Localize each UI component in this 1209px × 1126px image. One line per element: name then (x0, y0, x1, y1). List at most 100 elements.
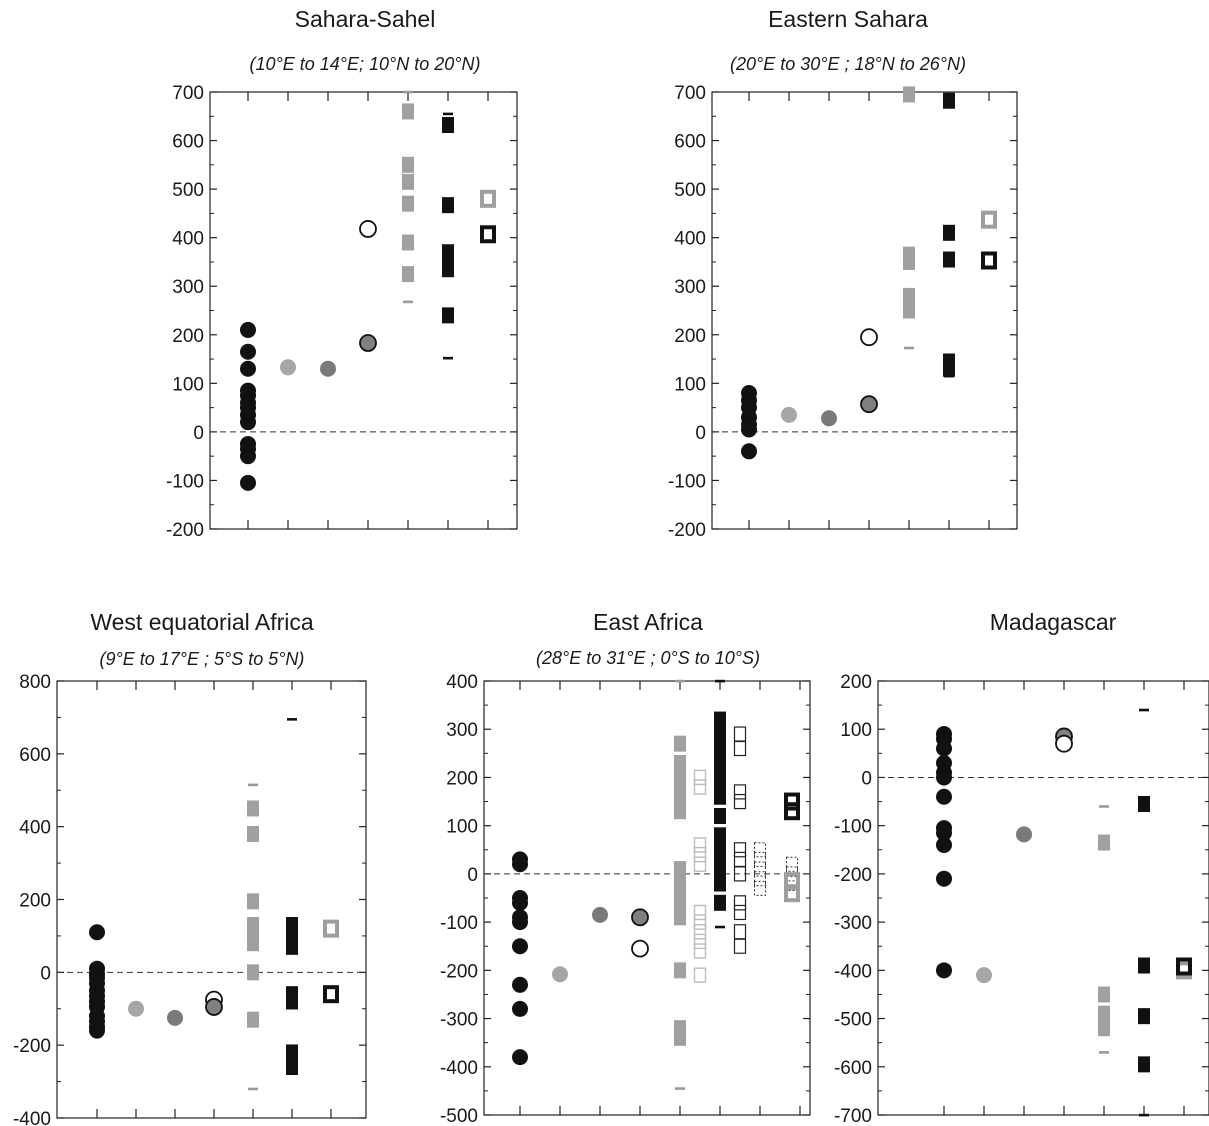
data-point-gray-dash (1099, 805, 1109, 808)
y-tick-label: 200 (840, 672, 872, 693)
data-point-black-square (286, 938, 298, 955)
plot-frame (209, 91, 518, 530)
y-tick-label: 400 (446, 672, 478, 693)
data-point-gray-dash (1099, 1051, 1109, 1054)
y-tick-label: -500 (440, 1106, 478, 1126)
data-point-lightgray-dot (976, 967, 992, 984)
data-point-black-square (943, 251, 955, 268)
panel-subtitle: (9°E to 17°E ; 5°S to 5°N) (100, 649, 305, 669)
data-point-open-dot (631, 939, 649, 958)
data-point-black-dot (89, 1022, 105, 1039)
panel-title: East Africa (593, 609, 703, 635)
data-point-black-square (1138, 957, 1150, 974)
data-point-gray-square (674, 885, 686, 902)
data-point-open-dot (359, 220, 377, 238)
data-point-black-square (442, 307, 454, 324)
panel-5: Madagascar -700 -600 -500 -400 -300 -200 -100 0 1… (834, 609, 1209, 1126)
y-tick-label: 400 (674, 229, 706, 250)
data-point-gray-square (903, 86, 915, 103)
data-point-gray-square (247, 800, 259, 817)
data-point-gray-square (247, 964, 259, 981)
data-point-black-square (943, 360, 955, 377)
data-point-black-square (442, 261, 454, 278)
y-tick-label: 100 (172, 374, 204, 395)
y-tick-label: -300 (834, 913, 872, 934)
y-tick-label: 0 (861, 768, 872, 789)
data-point-lightgray-open-square (693, 933, 707, 950)
data-point-black-dot (89, 924, 105, 941)
y-tick-label: -100 (668, 471, 706, 492)
data-point-gray-square (402, 266, 414, 283)
data-point-black-dot (936, 824, 952, 841)
data-point-black-square (943, 92, 955, 109)
y-tick-label: 800 (19, 672, 51, 693)
data-point-black-square (1138, 1056, 1150, 1073)
data-point-gray-square (1098, 986, 1110, 1003)
data-point-black-dash (287, 718, 297, 721)
data-point-gray-dash (904, 346, 914, 350)
panel-2: Eastern Sahara (20°E to 30°E ; 18°N to 26… (668, 6, 1018, 541)
data-point-gray-square (674, 897, 686, 914)
data-point-black-open-square (981, 251, 997, 270)
panel-4: East Africa (28°E to 31°E ; 0°S to 10°S) -… (440, 609, 811, 1126)
data-point-gray-square (402, 156, 414, 173)
data-point-black-dash (1139, 1113, 1149, 1117)
data-point-black-dash (715, 925, 725, 929)
data-point-black-dash (443, 356, 453, 360)
data-point-black-square (1138, 795, 1150, 812)
data-point-gray-square (903, 302, 915, 319)
data-point-black-open-square (323, 985, 339, 1004)
y-tick-label: -300 (440, 1010, 478, 1031)
data-point-gray-outlined-dot (359, 334, 377, 352)
data-point-black-square (286, 993, 298, 1010)
y-tick-label: -200 (13, 1036, 51, 1057)
data-point-black-dot (512, 856, 528, 873)
data-point-black-thin-open-square (733, 726, 747, 742)
data-point-gray-dash (403, 90, 413, 94)
y-tick-label: -100 (834, 817, 872, 838)
y-tick-label: 400 (19, 818, 51, 839)
y-tick-label: -200 (834, 865, 872, 886)
data-point-black-dash (944, 374, 954, 378)
data-point-black-thin-open-square (733, 938, 747, 954)
y-tick-label: 300 (172, 277, 204, 298)
data-point-lightgray-open-square (693, 837, 707, 853)
data-point-gray-square (674, 909, 686, 926)
data-point-gray-square (674, 962, 686, 979)
y-tick-label: 700 (674, 83, 706, 104)
data-point-dotted-open-square (754, 880, 766, 896)
data-point-black-thin-open-square (733, 866, 747, 882)
data-point-black-dash (443, 112, 453, 116)
data-point-black-square (286, 1059, 298, 1076)
data-point-lightgray-dot (128, 1000, 144, 1017)
panel-1: Sahara-Sahel (10°E to 14°E; 10°N to 20°N)… (166, 6, 518, 541)
y-tick-label: 0 (695, 423, 706, 444)
data-point-gray-square (402, 234, 414, 251)
data-point-black-dot (936, 836, 952, 853)
data-point-gray-square (402, 103, 414, 120)
y-tick-label: -400 (13, 1109, 51, 1126)
data-point-black-thin-open-square (733, 924, 747, 940)
y-tick-label: 600 (19, 745, 51, 766)
data-point-gray-square (674, 870, 686, 887)
y-tick-label: 400 (172, 229, 204, 250)
y-tick-label: 200 (19, 891, 51, 912)
y-tick-label: 100 (840, 720, 872, 741)
data-point-black-dot (240, 474, 256, 491)
data-point-gray-square (247, 825, 259, 842)
plot-frame (711, 91, 1018, 530)
data-point-gray-open-square (981, 210, 997, 229)
data-point-lightgray-dot (280, 359, 296, 376)
data-point-black-dot (936, 769, 952, 786)
data-point-gray-dot (1016, 826, 1032, 843)
panel-subtitle: (28°E to 31°E ; 0°S to 10°S) (536, 648, 760, 668)
data-point-gray-dot (592, 906, 608, 923)
y-tick-label: 200 (674, 326, 706, 347)
y-tick-label: 0 (467, 865, 478, 886)
data-point-gray-square (903, 253, 915, 270)
data-point-black-thin-open-square (733, 740, 747, 757)
data-point-gray-square (1098, 1020, 1110, 1037)
y-tick-label: 300 (446, 720, 478, 741)
data-point-black-square (714, 875, 726, 892)
